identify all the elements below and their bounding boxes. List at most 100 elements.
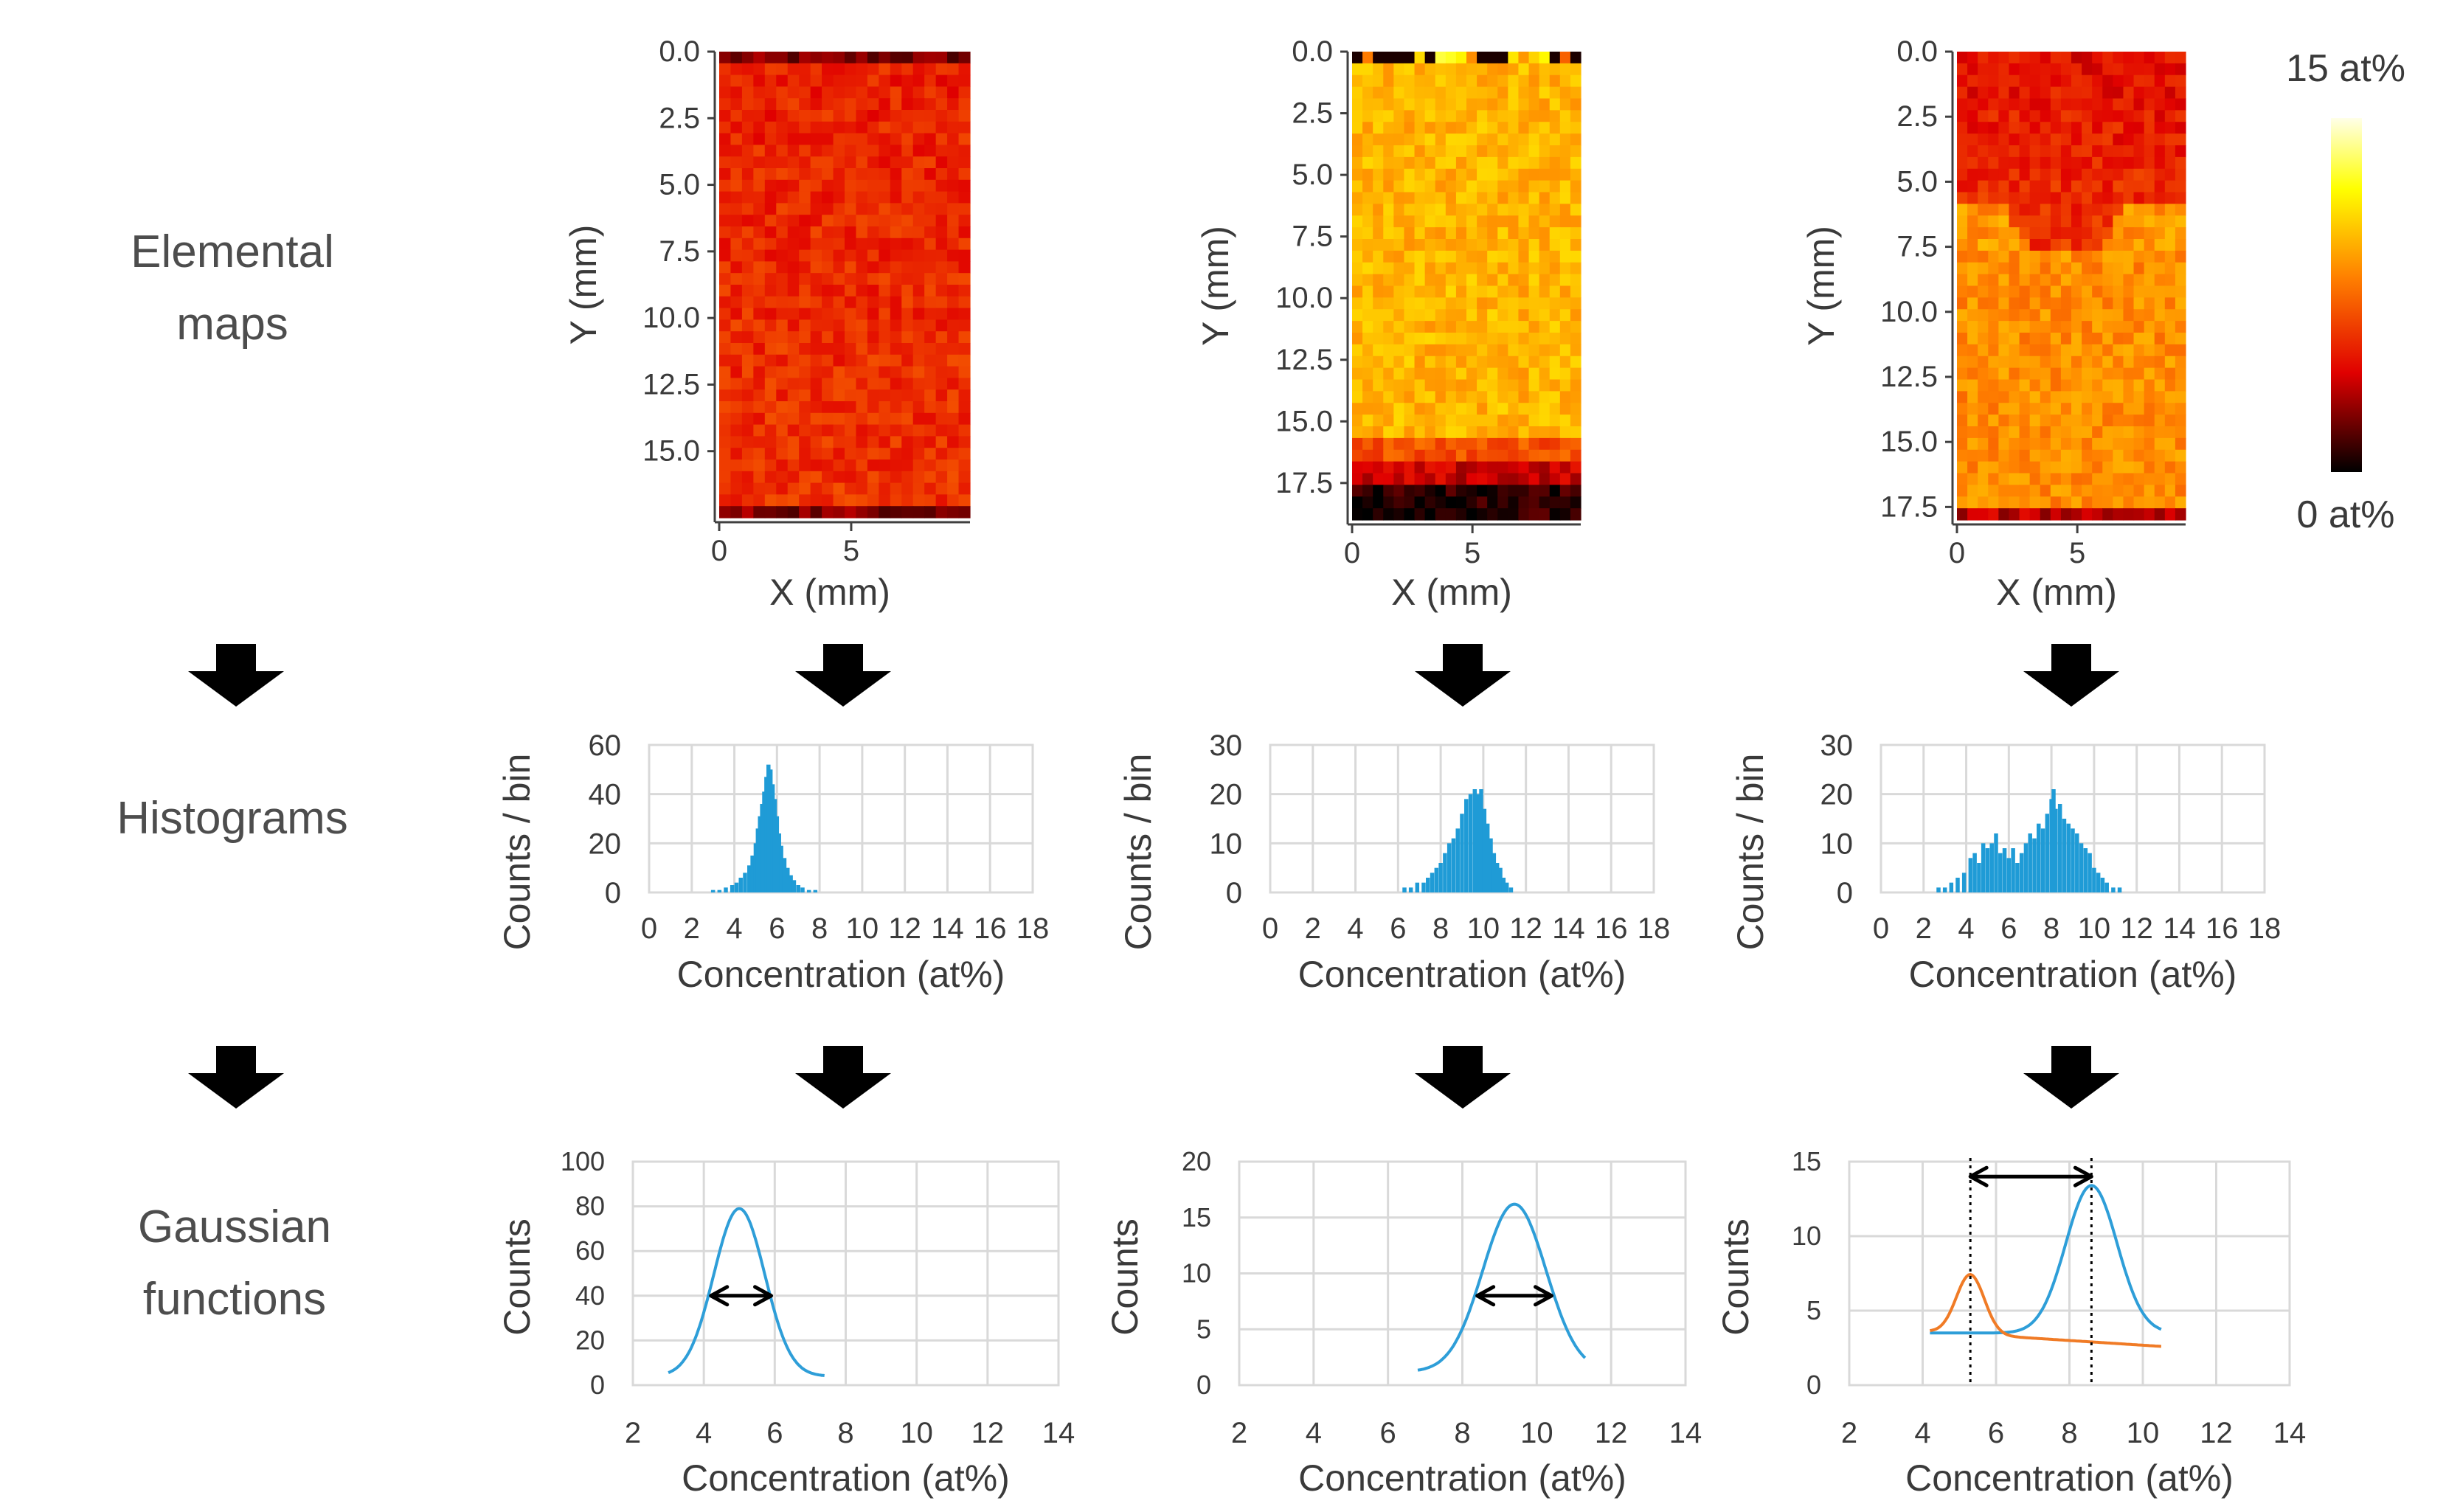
heatmap-cell — [764, 215, 777, 227]
heatmap-cell — [1373, 156, 1384, 170]
heatmap-cell — [958, 156, 971, 169]
heatmap-cell — [2133, 285, 2145, 298]
heatmap-cell — [833, 156, 845, 169]
heatmap-cell — [810, 424, 822, 437]
heatmap-cell — [1414, 110, 1426, 122]
heatmap-cell — [1508, 485, 1520, 497]
heatmap-cell — [833, 308, 845, 320]
heatmap-cell — [1487, 168, 1498, 181]
heatmap-cell — [1967, 426, 1978, 439]
histogram-bar — [1961, 873, 1967, 892]
heatmap-cell — [935, 285, 948, 297]
heatmap-cell — [1477, 274, 1488, 287]
heatmap-cell — [2092, 215, 2103, 228]
heatmap-cell — [2060, 344, 2072, 357]
heatmap-cell — [901, 226, 914, 239]
heatmap-cell — [1539, 98, 1551, 111]
heatmap-cell — [1393, 180, 1405, 193]
heatmap-cell — [1393, 344, 1405, 357]
heatmap-cell — [1455, 285, 1467, 298]
heatmap-cell — [1518, 379, 1530, 392]
heatmap-cell — [1539, 180, 1551, 193]
heatmap-cell — [901, 110, 914, 122]
heatmap-cell — [1508, 239, 1520, 252]
heatmap-cell — [2175, 133, 2186, 146]
heatmap-cell — [1487, 449, 1498, 462]
heatmap-cell — [1978, 403, 1989, 415]
histogram-bar — [1977, 863, 1981, 892]
heatmap-cell — [947, 179, 960, 193]
heatmap-cell — [2102, 215, 2113, 228]
heatmap-cell — [2123, 133, 2135, 146]
heatmap-cell — [1487, 274, 1498, 287]
heatmap-cell — [1998, 180, 2010, 193]
heatmap-cell — [912, 319, 925, 332]
heatmap-cell — [845, 133, 857, 145]
heatmap-cell — [1352, 168, 1363, 181]
heatmap-cell — [1435, 204, 1447, 216]
x-tick-label: 18 — [2248, 912, 2282, 945]
heatmap-cell — [1362, 415, 1373, 427]
heatmap-cell — [845, 237, 857, 251]
heatmap-cell — [901, 343, 914, 356]
heatmap-cell — [1967, 250, 1978, 263]
arrow-down-icon — [2023, 644, 2119, 707]
heatmap-cell — [822, 121, 834, 134]
heatmap-cell — [810, 482, 822, 495]
heatmap-cell — [730, 424, 743, 437]
heatmap-cell — [1539, 309, 1551, 322]
heatmap-cell — [867, 261, 879, 274]
heatmap-cell — [787, 86, 800, 99]
heatmap-cell — [1570, 63, 1581, 76]
heatmap-cell — [879, 343, 891, 356]
heatmap-cell — [1414, 403, 1426, 415]
heatmap-cell — [1978, 63, 1989, 76]
heatmap-cell — [2144, 437, 2155, 451]
heatmap-cell — [924, 203, 937, 215]
heatmap-cell — [1424, 391, 1436, 403]
heatmap-cell — [719, 226, 732, 239]
heatmap-cell — [741, 110, 754, 122]
heatmap-cell — [1373, 297, 1384, 310]
heatmap-cell — [1393, 63, 1405, 76]
heatmap-cell — [741, 343, 754, 356]
heatmap-cell — [2060, 297, 2072, 310]
heatmap-cell — [1570, 192, 1581, 204]
heatmap-cell — [1373, 110, 1384, 122]
heatmap-cell — [741, 378, 754, 390]
histogram-bar — [2015, 863, 2020, 892]
heatmap-cell — [1528, 426, 1540, 439]
heatmap-cell — [1373, 168, 1384, 181]
heatmap-cell — [856, 389, 868, 402]
heatmap-cell — [2060, 274, 2072, 287]
heatmap-cell — [2040, 215, 2051, 228]
heatmap-cell — [719, 215, 732, 227]
heatmap-cell — [867, 436, 879, 448]
heatmap-cell — [776, 145, 789, 157]
y-tick-label: 0.0 — [1292, 35, 1333, 68]
heatmap-cell — [1435, 485, 1447, 497]
histogram-bar — [1972, 853, 1977, 892]
heatmap-cell — [867, 237, 879, 251]
heatmap-cell — [1466, 63, 1477, 76]
heatmap-cell — [1998, 391, 2010, 403]
heatmap-cell — [787, 168, 800, 181]
heatmap-cell — [2102, 204, 2113, 216]
heatmap-cell — [833, 52, 845, 64]
heatmap-cell — [1352, 461, 1363, 474]
heatmap-cell — [2102, 52, 2113, 64]
heatmap-cell — [787, 471, 800, 484]
heatmap-cell — [2144, 274, 2155, 287]
heatmap-cell — [1957, 192, 1968, 204]
heatmap-cell — [2050, 239, 2062, 252]
heatmap-cell — [1466, 321, 1477, 333]
arrow-down-icons — [188, 644, 2119, 1109]
heatmap-cell — [1424, 426, 1436, 439]
heatmap-cell — [901, 506, 914, 519]
heatmap-cell — [1362, 285, 1373, 298]
heatmap-cell — [867, 74, 879, 87]
heatmap-cell — [822, 203, 834, 215]
heatmap-cell — [2113, 168, 2124, 181]
heatmap-cell — [719, 179, 732, 193]
heatmap-cell — [1424, 110, 1436, 122]
